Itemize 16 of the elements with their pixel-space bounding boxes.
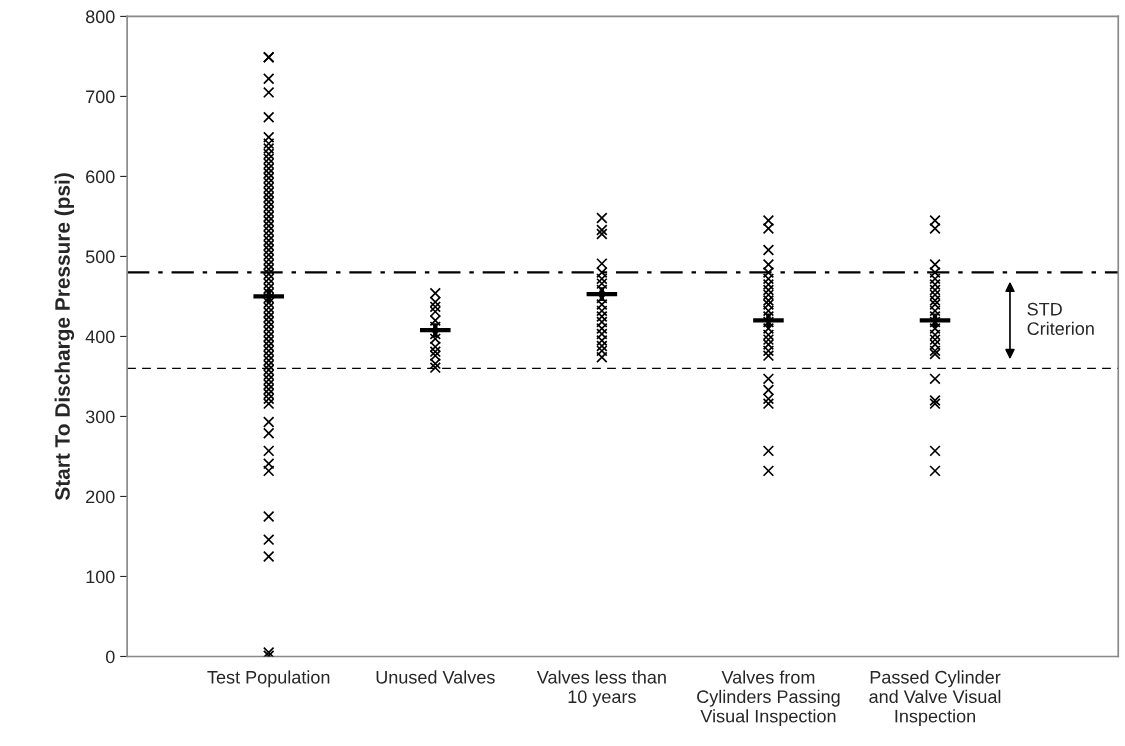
y-tick-label: 0	[105, 650, 115, 664]
x-tick-label: Valves from Cylinders Passing Visual Inspection	[697, 670, 840, 727]
y-tick-label: 400	[85, 330, 115, 344]
x-tick-label: Valves less than 10 years	[536, 670, 666, 707]
y-tick-label: 800	[85, 10, 115, 24]
y-tick-label: 200	[86, 490, 115, 504]
x-tick-label: Unused Valves	[376, 670, 495, 684]
y-tick-label: 600	[86, 170, 115, 184]
y-tick-label: 500	[85, 250, 115, 264]
y-tick-label: 700	[86, 90, 115, 104]
y-axis-title: Start To Discharge Pressure (psi)	[54, 173, 75, 501]
y-tick-label: 300	[85, 410, 115, 424]
x-tick-label: Passed Cylinder and Valve Visual Inspection	[869, 670, 1001, 727]
y-tick-label: 100	[86, 570, 115, 584]
annotation: STD Criterion	[1027, 302, 1094, 336]
x-tick-label: Test Population	[207, 670, 330, 688]
